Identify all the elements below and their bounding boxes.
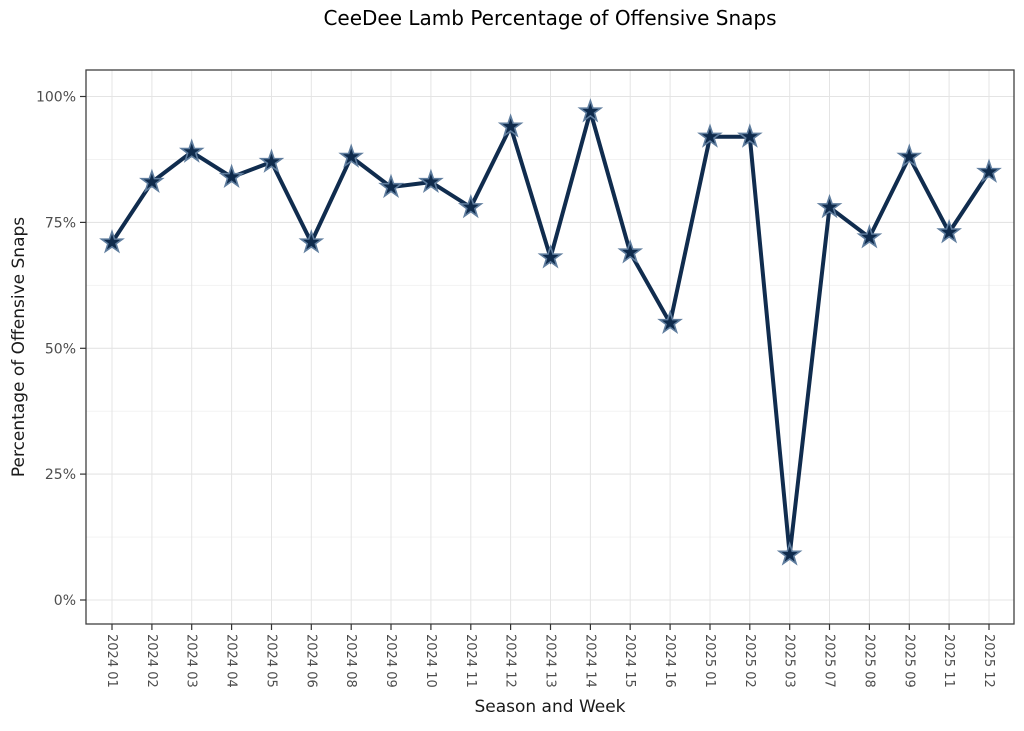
y-tick-label: 50% [45,341,76,357]
x-tick-label: 2024 01 [104,634,119,688]
data-point-star [936,218,962,244]
data-point-star [378,173,404,199]
data-point-star [497,113,524,138]
x-tick-label: 2024 08 [343,634,358,688]
x-tick-label: 2024 13 [543,634,558,688]
data-point-star [537,244,564,269]
x-tick-label: 2024 15 [622,634,637,688]
x-tick-label: 2024 09 [383,634,398,688]
data-point-star [258,148,285,173]
data-point-star [298,228,325,254]
x-tick-label: 2024 14 [582,634,597,688]
x-tick-label: 2025 08 [861,634,876,688]
data-point-star [776,541,803,566]
data-point-star [417,168,444,194]
x-tick-label: 2024 10 [423,634,438,688]
data-point-star [139,168,165,194]
x-tick-label: 2024 02 [144,634,159,688]
data-point-star [99,228,125,254]
y-tick-label: 0% [54,593,76,609]
data-point-star [697,123,723,148]
x-tick-label: 2024 05 [264,634,279,688]
x-tick-label: 2024 06 [303,634,318,688]
x-tick-label: 2025 01 [702,634,717,688]
data-point-star [338,143,364,168]
x-tick-label: 2024 11 [463,634,478,688]
data-point-star [657,309,684,335]
data-point-star [976,158,1002,183]
x-tick-label: 2024 12 [503,634,518,688]
x-tick-label: 2025 02 [742,634,757,688]
y-tick-label: 75% [45,215,76,231]
x-axis-title: Season and Week [474,697,626,717]
data-point-star [737,123,763,148]
x-tick-label: 2025 09 [901,634,916,688]
x-tick-label: 2024 16 [662,634,677,688]
data-point-star [617,239,644,264]
chart-title: CeeDee Lamb Percentage of Offensive Snap… [323,6,777,30]
x-tick-label: 2024 04 [224,634,239,688]
data-point-star [178,138,205,163]
x-tick-label: 2025 03 [782,634,797,688]
data-point-star [816,193,843,219]
y-tick-label: 100% [36,90,76,106]
y-tick-label: 25% [45,467,76,483]
data-point-star [577,98,604,123]
data-point-star [896,143,923,168]
x-tick-label: 2025 11 [941,634,956,688]
x-tick-label: 2024 03 [184,634,199,688]
x-tick-label: 2025 12 [981,634,996,688]
x-tick-label: 2025 07 [822,634,837,688]
data-point-star [218,163,245,189]
data-point-star [457,193,484,219]
data-point-star [856,223,883,249]
